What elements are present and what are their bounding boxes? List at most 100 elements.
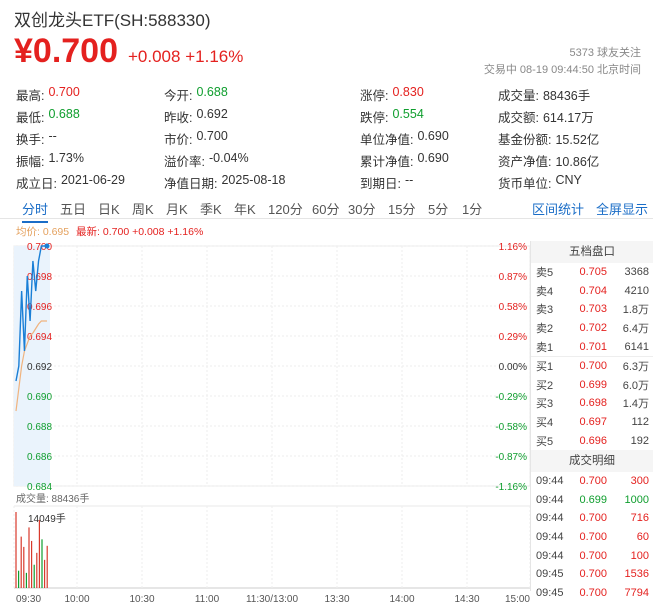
order-volume: 4210 xyxy=(624,284,649,297)
stat-value: -- xyxy=(48,128,57,143)
pct-tick-label: 0.29% xyxy=(499,332,527,343)
tab-3[interactable]: 周K xyxy=(132,202,154,217)
pct-tick-label: -0.87% xyxy=(495,452,527,463)
followers-count[interactable]: 5373 球友关注 xyxy=(569,47,641,59)
stat-value: 0.688 xyxy=(196,84,228,99)
trade-row: 09:44 0.700 300 xyxy=(531,472,653,491)
pct-tick-label: -0.29% xyxy=(495,392,527,403)
tab-5[interactable]: 季K xyxy=(200,202,222,217)
price-tick-label: 0.696 xyxy=(27,302,52,313)
pct-tick-label: -1.16% xyxy=(495,482,527,493)
price-change-pct: +1.16% xyxy=(185,47,244,66)
price-tick-label: 0.686 xyxy=(27,452,52,463)
stats-row: 成立日: 2021-06-29 净值日期: 2025-08-18 到期日: -- 货币单位:… xyxy=(16,171,646,193)
order-level-label: 买1 xyxy=(536,361,554,374)
trade-volume: 716 xyxy=(630,512,649,525)
trade-volume: 100 xyxy=(630,549,649,562)
order-level-label: 卖2 xyxy=(536,323,554,336)
price-tick-label: 0.694 xyxy=(27,332,52,343)
tab-1[interactable]: 五日 xyxy=(60,202,87,217)
stat-label: 成交额: xyxy=(498,110,539,125)
fullscreen-button[interactable]: 全屏显示 xyxy=(596,202,649,217)
price-change-value: +0.008 xyxy=(128,47,181,66)
stat-label: 跌停: xyxy=(360,110,389,125)
tab-10[interactable]: 15分 xyxy=(388,202,416,217)
trade-volume: 300 xyxy=(630,475,649,488)
trade-time: 09:44 xyxy=(536,475,564,488)
order-volume: 112 xyxy=(631,416,649,429)
stat-cell: 换手: -- xyxy=(16,129,164,148)
stat-value: -0.04% xyxy=(208,150,249,165)
trades-title: 成交明细 xyxy=(531,449,653,472)
price-tick-label: 0.684 xyxy=(27,482,52,493)
trade-price: 0.700 xyxy=(579,586,607,599)
tab-8[interactable]: 60分 xyxy=(312,202,340,217)
order-price: 0.704 xyxy=(579,284,607,297)
pct-tick-label: -0.58% xyxy=(495,422,527,433)
tab-7[interactable]: 120分 xyxy=(268,202,303,217)
stat-cell: 最低: 0.688 xyxy=(16,107,164,126)
trade-row: 09:44 0.700 716 xyxy=(531,509,653,528)
chart-legend: 均价: 0.695 最新: 0.700 +0.008 +1.16% xyxy=(16,224,203,239)
stat-label: 今开: xyxy=(164,88,193,103)
trade-time: 09:45 xyxy=(536,568,564,581)
intraday-chart[interactable]: 0.700 0.698 0.696 0.694 0.692 0.690 0.688 0.686… xyxy=(0,236,530,606)
stat-cell: 到期日: -- xyxy=(360,173,498,192)
stats-grid: 最高: 0.700 今开: 0.688 涨停: 0.830 成交量: 88436手 最低: 0.6… xyxy=(16,83,646,193)
order-volume: 3368 xyxy=(624,266,649,279)
book-divider xyxy=(531,355,653,357)
time-label: 11:00 xyxy=(195,594,220,605)
trade-time: 09:44 xyxy=(536,531,564,544)
stat-value: 2021-06-29 xyxy=(60,172,125,187)
order-price: 0.703 xyxy=(579,303,607,316)
stat-value: 0.690 xyxy=(417,150,449,165)
order-book-row: 卖5 0.705 3368 xyxy=(531,263,653,282)
trade-row: 09:44 0.700 100 xyxy=(531,546,653,565)
price-change: +0.008 +1.16% xyxy=(128,47,243,67)
stat-cell: 市价: 0.700 xyxy=(164,129,360,148)
order-volume: 6.0万 xyxy=(622,379,649,392)
trade-time: 09:44 xyxy=(536,493,564,506)
order-level-label: 卖1 xyxy=(536,341,554,354)
time-label: 14:00 xyxy=(389,594,414,605)
stat-value: 614.17万 xyxy=(542,110,594,125)
stat-cell: 跌停: 0.554 xyxy=(360,107,498,126)
tab-6[interactable]: 年K xyxy=(234,202,256,217)
stat-label: 净值日期: xyxy=(164,176,218,191)
order-book-row: 卖1 0.701 6141 xyxy=(531,337,653,356)
order-book-row: 买1 0.700 6.3万 xyxy=(531,357,653,376)
order-price: 0.702 xyxy=(579,322,607,335)
order-volume: 192 xyxy=(630,434,649,447)
trading-status: 交易中 08-19 09:44:50 北京时间 xyxy=(483,64,641,76)
price-tick-label: 0.692 xyxy=(27,362,52,373)
stat-label: 涨停: xyxy=(360,88,389,103)
stats-row: 振幅: 1.73% 溢价率: -0.04% 累计净值: 0.690 资产净值: 10.86亿 xyxy=(16,149,646,171)
trade-volume: 7794 xyxy=(624,586,649,599)
stat-label: 累计净值: xyxy=(360,154,414,169)
stat-value: 0.690 xyxy=(417,128,449,143)
tab-12[interactable]: 1分 xyxy=(462,202,483,217)
time-label: 15:00 xyxy=(505,594,530,605)
stat-cell: 涨停: 0.830 xyxy=(360,85,498,104)
time-label: 11:30/13:00 xyxy=(246,594,299,605)
tab-0[interactable]: 分时 xyxy=(22,199,49,223)
order-volume: 1.8万 xyxy=(622,304,649,317)
stats-row: 最高: 0.700 今开: 0.688 涨停: 0.830 成交量: 88436手 xyxy=(16,83,646,105)
tab-11[interactable]: 5分 xyxy=(428,202,449,217)
stat-cell: 基金份额: 15.52亿 xyxy=(498,129,646,148)
tab-9[interactable]: 30分 xyxy=(348,202,376,217)
time-label: 10:00 xyxy=(64,594,89,605)
tab-4[interactable]: 月K xyxy=(166,202,188,217)
stat-cell: 累计净值: 0.690 xyxy=(360,151,498,170)
volume-label: 成交量: 88436手 xyxy=(16,492,89,505)
range-stats-button[interactable]: 区间统计 xyxy=(532,202,585,217)
price-tick-label: 0.690 xyxy=(27,392,52,403)
tab-2[interactable]: 日K xyxy=(98,202,120,217)
stat-cell: 单位净值: 0.690 xyxy=(360,129,498,148)
order-book-title: 五档盘口 xyxy=(531,241,653,263)
trade-row: 09:45 0.700 1536 xyxy=(531,565,653,584)
stat-cell: 振幅: 1.73% xyxy=(16,151,164,170)
order-price: 0.700 xyxy=(579,360,607,373)
current-price: ¥0.700 xyxy=(14,32,118,70)
stats-row: 换手: -- 市价: 0.700 单位净值: 0.690 基金份额: 15.52亿 xyxy=(16,127,646,149)
